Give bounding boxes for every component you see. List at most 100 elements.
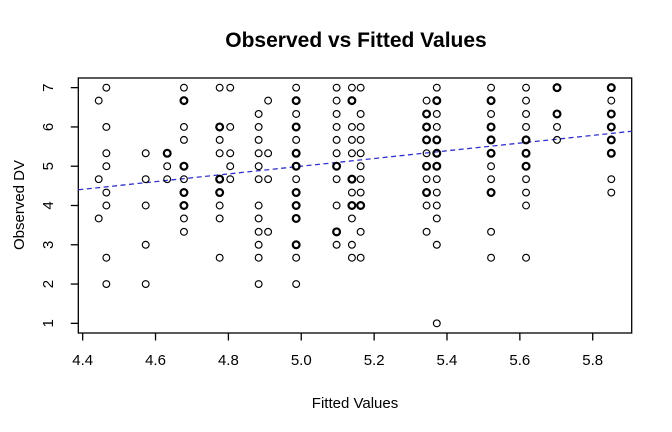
data-point [179, 135, 188, 144]
data-point [422, 96, 431, 105]
data-point [94, 96, 103, 105]
data-point [487, 227, 496, 236]
data-point [522, 110, 531, 118]
data-point [356, 188, 365, 197]
data-point [422, 201, 431, 210]
data-point [486, 96, 496, 106]
data-point [432, 319, 441, 328]
data-point [432, 240, 441, 249]
data-point [606, 122, 616, 132]
data-point [179, 214, 188, 223]
data-point [179, 227, 188, 236]
dashed-fit-line [78, 130, 632, 191]
data-point [552, 109, 562, 119]
data-point [254, 201, 263, 210]
data-point [291, 122, 301, 132]
data-point [522, 201, 531, 210]
x-tick-label: 4.6 [145, 352, 166, 369]
data-point [254, 227, 263, 236]
data-point [522, 122, 531, 131]
data-point [264, 227, 273, 236]
data-point [226, 175, 235, 184]
data-point [291, 96, 301, 106]
data-point [332, 135, 341, 144]
y-axis-title: Observed DV [11, 160, 28, 250]
data-point [102, 253, 111, 262]
x-tick-label: 5.4 [437, 352, 458, 369]
data-point [356, 253, 365, 262]
data-point [292, 280, 301, 289]
data-point [141, 149, 150, 158]
data-point [163, 175, 172, 184]
data-point [422, 227, 431, 236]
data-point [254, 149, 263, 158]
x-axis-title: Fitted Values [312, 395, 398, 412]
data-point [347, 135, 356, 144]
data-point [521, 135, 531, 145]
data-point [606, 148, 616, 158]
data-point [432, 83, 441, 92]
data-point [553, 135, 561, 144]
data-point [422, 175, 431, 184]
data-point [226, 149, 235, 158]
data-point [102, 188, 111, 197]
x-tick-label: 5.0 [291, 352, 312, 369]
y-axis: 1 2 3 4 5 6 7 [40, 83, 79, 328]
data-point [356, 162, 365, 171]
data-point [356, 175, 365, 184]
chart-title: Observed vs Fitted Values [225, 29, 486, 52]
data-point [102, 122, 111, 131]
data-point [215, 149, 224, 158]
data-point [254, 162, 263, 171]
data-point [332, 83, 341, 92]
data-point [487, 175, 496, 184]
data-point [553, 122, 561, 131]
data-point [226, 122, 235, 131]
y-tick-label: 7 [40, 83, 57, 91]
y-tick-label: 2 [40, 280, 57, 288]
y-tick-label: 4 [40, 201, 57, 209]
data-point [522, 253, 531, 262]
data-point [215, 188, 225, 198]
data-point [607, 96, 616, 105]
data-point [254, 240, 263, 249]
data-point [487, 83, 496, 92]
data-point [162, 148, 172, 158]
data-point [347, 188, 356, 197]
y-tick-label: 1 [40, 319, 57, 327]
data-point [254, 110, 263, 118]
data-point [356, 149, 365, 158]
data-point [254, 135, 263, 144]
data-point [356, 227, 365, 236]
data-point [102, 280, 111, 289]
data-point [141, 240, 150, 249]
data-point [291, 201, 301, 211]
data-point [522, 96, 531, 105]
data-point [94, 214, 103, 223]
data-point [332, 96, 341, 105]
data-point [522, 175, 531, 184]
data-point [347, 122, 356, 131]
y-tick-label: 6 [40, 123, 57, 131]
data-point [486, 188, 496, 198]
data-point [264, 149, 273, 158]
data-point [254, 214, 263, 223]
data-point [486, 122, 496, 132]
data-point [215, 135, 224, 144]
data-point [432, 201, 441, 210]
data-point [292, 253, 301, 262]
data-point [215, 122, 225, 132]
data-point [291, 161, 301, 171]
data-point [141, 201, 150, 210]
data-point [356, 201, 366, 211]
data-point [422, 161, 432, 171]
data-point [215, 83, 224, 92]
data-point [102, 83, 111, 92]
data-point [291, 188, 301, 198]
data-point [522, 188, 531, 197]
data-point [291, 213, 301, 223]
data-point [254, 253, 263, 262]
data-point [332, 240, 341, 249]
